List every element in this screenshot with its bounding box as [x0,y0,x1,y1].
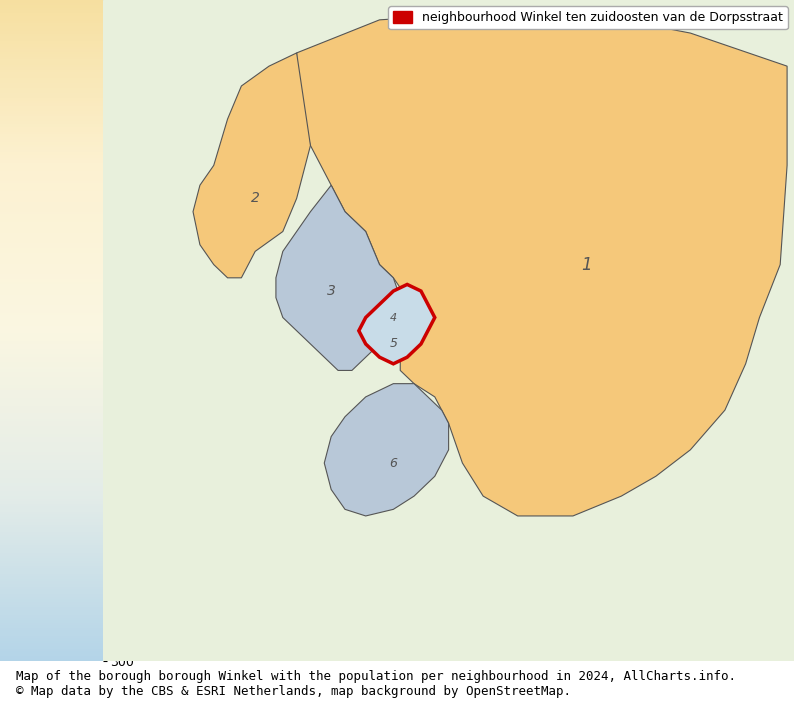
Polygon shape [359,285,435,364]
Polygon shape [276,186,400,370]
Text: 3: 3 [327,284,336,298]
Text: 4: 4 [390,313,397,323]
Polygon shape [297,13,787,516]
Text: Map of the borough borough Winkel with the population per neighbourhood in 2024,: Map of the borough borough Winkel with t… [16,670,736,698]
Text: 5: 5 [389,337,397,350]
Legend: neighbourhood Winkel ten zuidoosten van de Dorpsstraat: neighbourhood Winkel ten zuidoosten van … [388,6,788,29]
Text: 6: 6 [389,457,397,470]
Polygon shape [324,384,449,516]
Polygon shape [193,53,310,278]
Text: 2: 2 [251,191,260,206]
Text: 1: 1 [581,255,592,274]
